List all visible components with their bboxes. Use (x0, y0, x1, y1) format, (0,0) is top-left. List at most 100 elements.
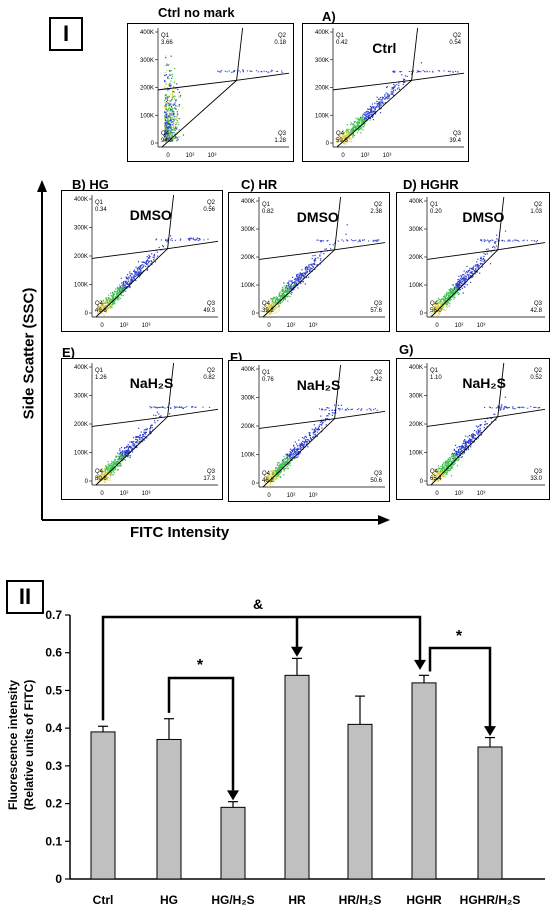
gate-line-vertical (167, 194, 175, 249)
bar-0 (90, 731, 116, 880)
quadrant-name-q1: Q1 (161, 33, 170, 39)
plot-condition-label: DMSO (296, 209, 339, 225)
category-label-6: HGHR/H₂S (460, 893, 521, 907)
gate-line-vertical (411, 27, 419, 81)
bar-chart-y-axis-label-line1: Fluorescence intensity (6, 680, 20, 810)
quadrant-value-q1: 0.82 (262, 209, 274, 215)
bar-5 (411, 682, 437, 880)
flow-y-tick-label: 300K (241, 396, 255, 402)
arrow-hghr (414, 659, 426, 670)
flow-y-tick-label: 100K (241, 453, 255, 459)
quadrant-value-q2: 0.56 (203, 207, 215, 213)
flow-x-tick-label: 10³ (477, 323, 486, 329)
gate-line-horizontal (258, 410, 386, 429)
bracket-star1 (167, 676, 235, 791)
plot-header-ctrl-no-mark: Ctrl no mark (158, 5, 235, 20)
quadrant-value-q1: 3.66 (161, 40, 173, 46)
flow-plot-ctrl: 400K 300K 200K 100K 0 0 10² 10³ Q1 0.42 Q2 0.54 Q3 39… (302, 23, 469, 162)
quadrant-name-q1: Q1 (262, 202, 271, 208)
panel-two-label: II (6, 580, 44, 614)
quadrant-name-q3: Q3 (534, 469, 543, 475)
flow-y-tick-label: 400K (315, 30, 329, 36)
flow-plot-ctrl-no-mark: 400K 300K 200K 100K 0 0 10² 10³ Q1 3.66 Q2 0.18 Q3 1.… (127, 23, 294, 162)
flow-plot-svg: 400K 300K 200K 100K 0 0 10² 10³ Q10.76 Q22.42 Q350… (241, 364, 386, 499)
quadrant-name-q1: Q1 (262, 370, 271, 376)
flow-y-tick-label: 100K (74, 451, 88, 457)
flow-plot-hg-nah2s: 400K 300K 200K 100K 0 0 10² 10³ Q1 1.26 Q2 0.82 Q3 17… (61, 358, 223, 500)
flow-x-tick-label: 10² (120, 323, 129, 329)
flow-x-tick-label: 0 (166, 153, 170, 159)
plot-condition-label: Ctrl (372, 39, 397, 56)
flow-plot-svg: 400K 300K 200K 100K 0 0 10² 10³ Q13.66 Q20.18 Q31.… (140, 27, 290, 159)
flow-y-tick-label: 300K (74, 394, 88, 400)
gate-line-diagonal (430, 249, 499, 318)
quadrant-value-q4: 59.6 (336, 138, 348, 144)
gate-line-horizontal (258, 242, 386, 260)
quadrant-value-q4: 94.9 (161, 138, 173, 144)
flow-x-tick-label: 10² (287, 493, 296, 499)
quadrant-name-q4: Q4 (430, 469, 439, 475)
flow-y-tick-label: 0 (252, 311, 256, 317)
gate-line-diagonal (262, 249, 335, 318)
quadrant-value-q2: 0.18 (274, 40, 286, 46)
category-label-4: HR/H₂S (339, 893, 382, 907)
bar-1 (156, 738, 182, 880)
big-y-axis-arrowhead (37, 180, 47, 192)
flow-y-tick-label: 400K (74, 365, 88, 371)
quadrant-value-q2: 0.52 (530, 375, 542, 381)
quadrant-value-q1: 0.20 (430, 209, 442, 215)
flow-x-tick-label: 10³ (309, 493, 318, 499)
quadrant-name-q4: Q4 (262, 471, 271, 477)
flow-plot-hr-nah2s: 400K 300K 200K 100K 0 0 10² 10³ Q1 0.76 Q2 2.42 Q3 50… (228, 360, 390, 502)
flow-x-tick-label: 10² (287, 323, 296, 329)
flow-x-tick-label: 10² (120, 491, 129, 497)
bar-2 (220, 806, 246, 880)
quadrant-name-q2: Q2 (207, 200, 216, 206)
big-x-axis-arrowhead (378, 515, 390, 525)
category-label-5: HGHR (406, 893, 442, 907)
flow-plot-svg: 400K 300K 200K 100K 0 0 10² 10³ Q11.26 Q20.82 Q317… (74, 362, 219, 497)
flow-x-tick-label: 10³ (142, 491, 151, 497)
quadrant-value-q3: 39.4 (449, 138, 461, 144)
quadrant-name-q1: Q1 (430, 202, 439, 208)
quadrant-value-q1: 0.42 (336, 40, 348, 46)
flow-x-tick-label: 10³ (477, 491, 486, 497)
flow-y-tick-label: 0 (326, 141, 330, 147)
gate-line-diagonal (161, 80, 237, 148)
bar-chart-y-tick-label: 0.3 (45, 759, 62, 773)
quadrant-value-q3: 17.3 (203, 476, 215, 482)
flow-y-tick-label: 0 (420, 479, 424, 485)
significance-amp: & (253, 596, 263, 612)
flow-y-tick-label: 100K (241, 283, 255, 289)
panel-one-label: I (49, 17, 83, 51)
flow-y-tick-label: 300K (409, 394, 423, 400)
gate-line-diagonal (95, 416, 168, 486)
flow-x-tick-label: 10³ (383, 153, 392, 159)
plot-condition-label: NaH₂S (296, 377, 341, 394)
flow-y-tick-label: 200K (74, 422, 88, 428)
flow-y-tick-label: 300K (74, 226, 88, 232)
flow-x-tick-label: 10³ (309, 323, 318, 329)
category-label-1: HG (160, 893, 178, 907)
flow-x-tick-label: 0 (341, 153, 345, 159)
quadrant-name-q1: Q1 (336, 33, 345, 39)
plot-header-e: E) (62, 345, 75, 360)
quadrant-name-q4: Q4 (262, 301, 271, 307)
quadrant-value-q2: 0.54 (449, 40, 461, 46)
bar-chart-y-tick-label: 0.2 (45, 797, 62, 811)
flow-y-tick-label: 0 (252, 481, 256, 487)
flow-y-tick-label: 300K (241, 227, 255, 233)
quadrant-value-q2: 0.82 (203, 375, 215, 381)
quadrant-name-q4: Q4 (336, 131, 345, 137)
plot-header-hr: C) HR (241, 177, 278, 192)
quadrant-name-q1: Q1 (430, 368, 439, 374)
flow-y-tick-label: 100K (409, 451, 423, 457)
gate-line-horizontal (157, 72, 290, 91)
arrow-hr (291, 646, 303, 657)
quadrant-name-q3: Q3 (534, 301, 543, 307)
quadrant-name-q1: Q1 (95, 368, 104, 374)
quadrant-name-q3: Q3 (278, 131, 287, 137)
bar-chart-y-tick-label: 0.6 (45, 646, 62, 660)
bracket-star2 (428, 646, 492, 729)
